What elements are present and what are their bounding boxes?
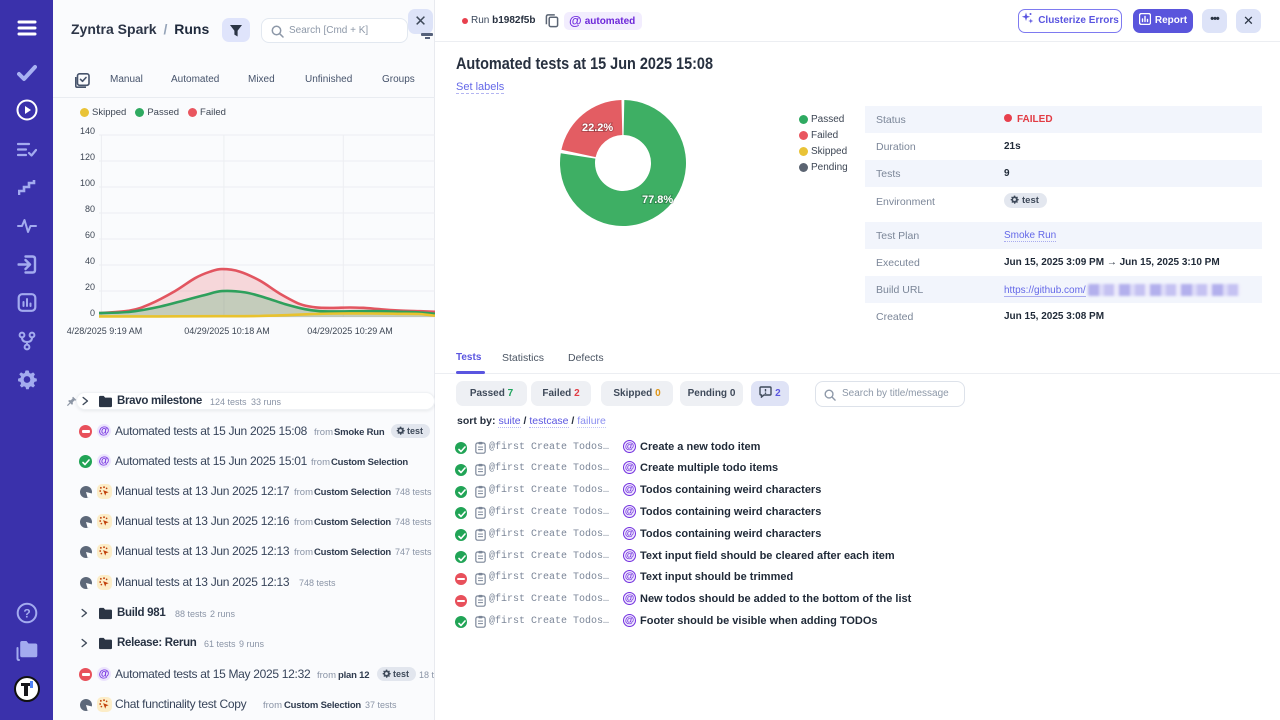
svg-text:77.8%: 77.8%	[642, 194, 673, 206]
svg-text:?: ?	[23, 607, 30, 621]
svg-text:22.2%: 22.2%	[582, 122, 613, 134]
